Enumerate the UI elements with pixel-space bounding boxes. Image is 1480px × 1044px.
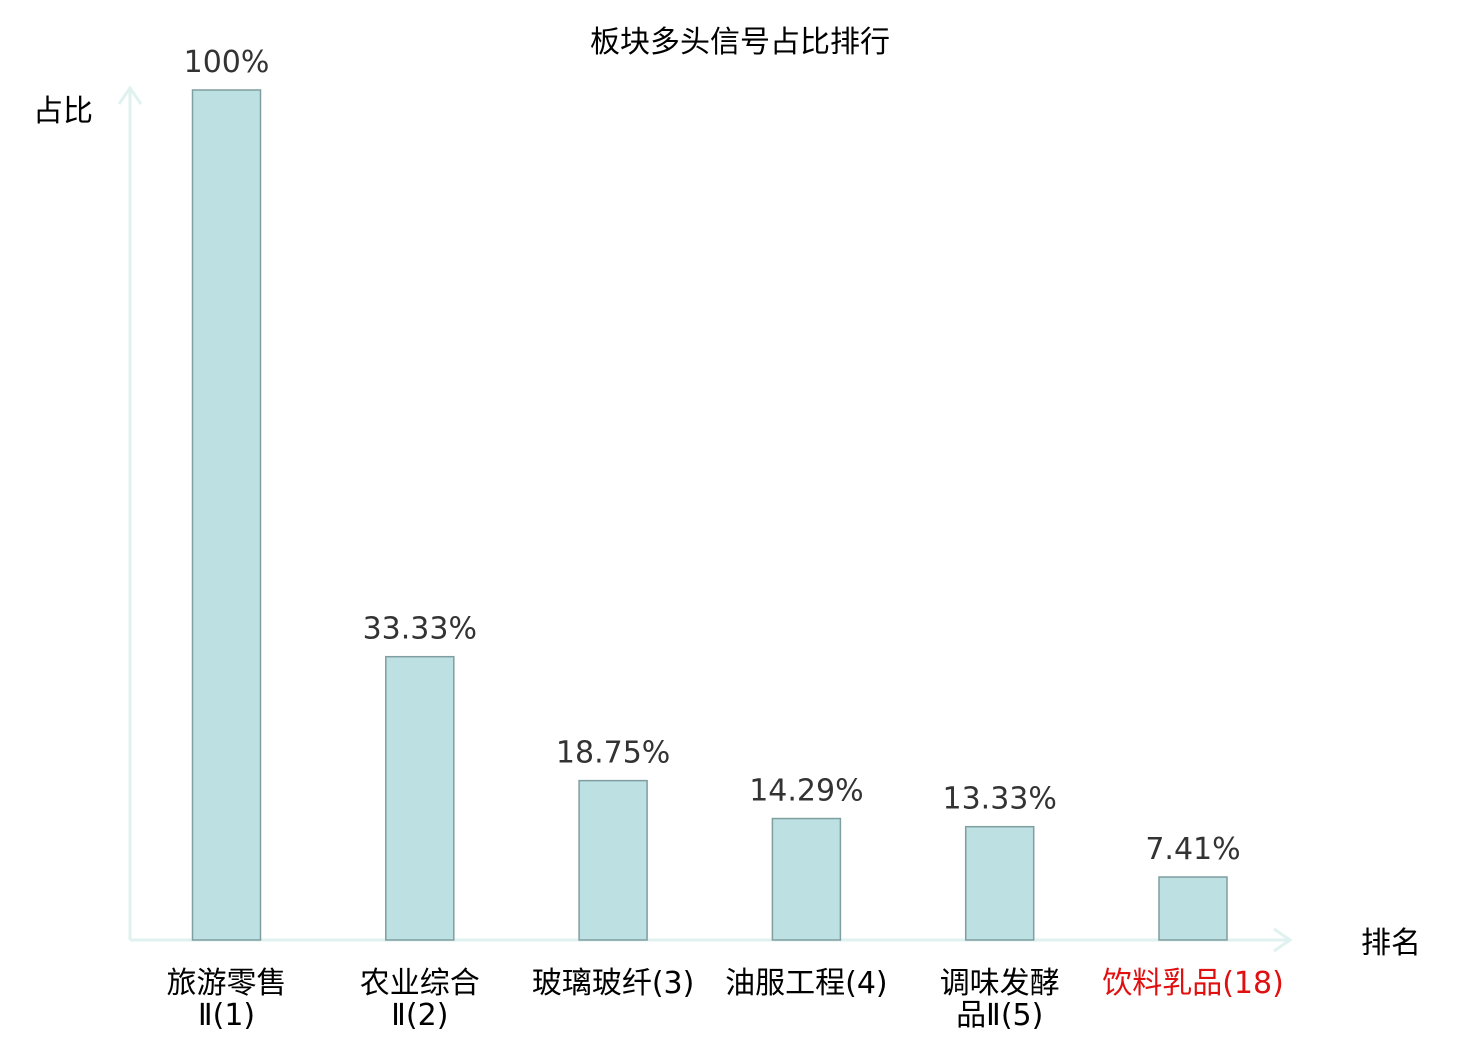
category-label: 旅游零售 xyxy=(167,966,287,1001)
category-label: 品Ⅱ(5) xyxy=(956,998,1043,1033)
bars xyxy=(191,89,1228,941)
chart-title: 板块多头信号占比排行 xyxy=(590,25,890,60)
bar xyxy=(1158,876,1228,941)
value-label: 13.33% xyxy=(943,782,1057,817)
value-label: 18.75% xyxy=(556,736,670,771)
value-label: 100% xyxy=(184,45,270,80)
value-label: 33.33% xyxy=(363,612,477,647)
bar xyxy=(385,655,455,941)
x-axis-arrow xyxy=(1273,927,1293,953)
category-label: 玻璃玻纤(3) xyxy=(532,966,695,1001)
category-label: 油服工程(4) xyxy=(725,966,888,1001)
value-labels: 100% 33.33% 18.75% 14.29% 13.33% 7.41% xyxy=(184,45,1241,867)
bar xyxy=(771,817,842,941)
category-label: Ⅱ(2) xyxy=(391,998,448,1033)
category-label: Ⅱ(1) xyxy=(198,998,255,1033)
y-axis-label: 占比 xyxy=(33,94,93,129)
category-label: 农业综合 xyxy=(360,966,480,1001)
bar xyxy=(191,89,262,941)
bar xyxy=(964,825,1035,941)
bar xyxy=(578,779,648,941)
category-label: 调味发酵 xyxy=(940,966,1060,1001)
value-label: 14.29% xyxy=(749,774,863,809)
y-axis-arrow xyxy=(117,85,143,105)
x-axis-label: 排名 xyxy=(1361,926,1421,961)
axes xyxy=(117,85,1293,953)
category-label: 饮料乳品(18) xyxy=(1102,966,1284,1001)
value-label: 7.41% xyxy=(1145,832,1240,867)
